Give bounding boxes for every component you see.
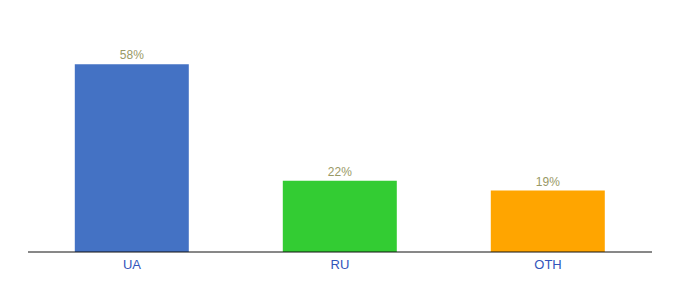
svg-text:22%: 22% [328,165,352,179]
svg-text:UA: UA [123,257,141,272]
svg-text:OTH: OTH [534,257,561,272]
svg-text:RU: RU [331,257,350,272]
svg-text:58%: 58% [120,48,144,62]
svg-text:19%: 19% [536,175,560,189]
